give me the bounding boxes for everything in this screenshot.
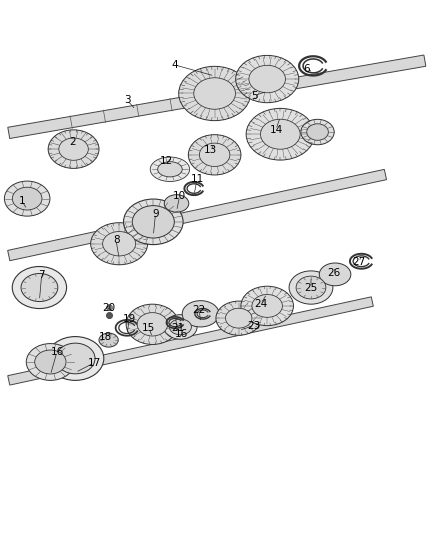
Ellipse shape <box>59 138 88 160</box>
Text: 13: 13 <box>204 146 217 156</box>
Ellipse shape <box>296 276 326 299</box>
Ellipse shape <box>199 143 230 166</box>
Text: 27: 27 <box>353 257 366 267</box>
Text: 16: 16 <box>50 347 64 357</box>
Ellipse shape <box>26 344 74 381</box>
Ellipse shape <box>91 223 148 265</box>
Ellipse shape <box>150 157 190 181</box>
Ellipse shape <box>216 301 261 335</box>
Ellipse shape <box>236 55 299 103</box>
Ellipse shape <box>12 187 42 210</box>
Text: 17: 17 <box>88 358 101 368</box>
Ellipse shape <box>241 286 293 326</box>
Ellipse shape <box>126 304 179 344</box>
Circle shape <box>106 304 113 311</box>
Text: 14: 14 <box>269 125 283 135</box>
Ellipse shape <box>21 273 58 302</box>
Text: 7: 7 <box>38 270 45 280</box>
Text: 24: 24 <box>254 298 267 309</box>
Ellipse shape <box>194 78 236 109</box>
Ellipse shape <box>170 319 191 335</box>
Ellipse shape <box>289 271 333 304</box>
Text: 20: 20 <box>102 303 115 313</box>
Ellipse shape <box>246 108 314 160</box>
Ellipse shape <box>124 199 183 245</box>
Polygon shape <box>8 55 426 139</box>
Text: 8: 8 <box>113 235 120 245</box>
Text: 3: 3 <box>124 95 131 105</box>
Text: 21: 21 <box>171 323 184 333</box>
Text: 23: 23 <box>247 321 261 330</box>
Ellipse shape <box>132 206 174 238</box>
Ellipse shape <box>164 314 197 339</box>
Text: 16: 16 <box>175 329 188 340</box>
Text: 4: 4 <box>172 60 179 70</box>
Text: 6: 6 <box>303 63 310 74</box>
Text: 18: 18 <box>99 332 112 342</box>
Ellipse shape <box>35 350 66 374</box>
Ellipse shape <box>188 135 241 175</box>
Text: 1: 1 <box>18 196 25 206</box>
Ellipse shape <box>56 343 95 374</box>
Polygon shape <box>8 297 373 385</box>
Ellipse shape <box>252 295 283 317</box>
Ellipse shape <box>182 301 219 327</box>
Polygon shape <box>7 169 387 261</box>
Ellipse shape <box>249 66 286 93</box>
Text: 22: 22 <box>193 305 206 316</box>
Text: 5: 5 <box>251 91 258 101</box>
Ellipse shape <box>179 66 251 120</box>
Text: 9: 9 <box>152 209 159 219</box>
Text: 15: 15 <box>142 323 155 333</box>
Text: 19: 19 <box>123 314 136 324</box>
Text: 25: 25 <box>304 282 318 293</box>
Ellipse shape <box>158 161 182 177</box>
Ellipse shape <box>137 313 168 336</box>
Ellipse shape <box>102 231 136 256</box>
Text: 2: 2 <box>69 136 76 147</box>
Ellipse shape <box>99 333 118 347</box>
Ellipse shape <box>301 119 334 145</box>
Ellipse shape <box>164 195 189 212</box>
Text: 26: 26 <box>327 268 340 278</box>
Ellipse shape <box>12 266 67 309</box>
Ellipse shape <box>47 336 104 381</box>
Ellipse shape <box>48 130 99 168</box>
Text: 12: 12 <box>160 156 173 166</box>
Ellipse shape <box>307 124 328 140</box>
Ellipse shape <box>4 181 50 216</box>
Ellipse shape <box>261 119 300 149</box>
Ellipse shape <box>226 308 252 328</box>
Circle shape <box>106 312 113 319</box>
Text: 10: 10 <box>173 191 186 201</box>
Ellipse shape <box>319 263 351 286</box>
Text: 11: 11 <box>191 174 204 184</box>
